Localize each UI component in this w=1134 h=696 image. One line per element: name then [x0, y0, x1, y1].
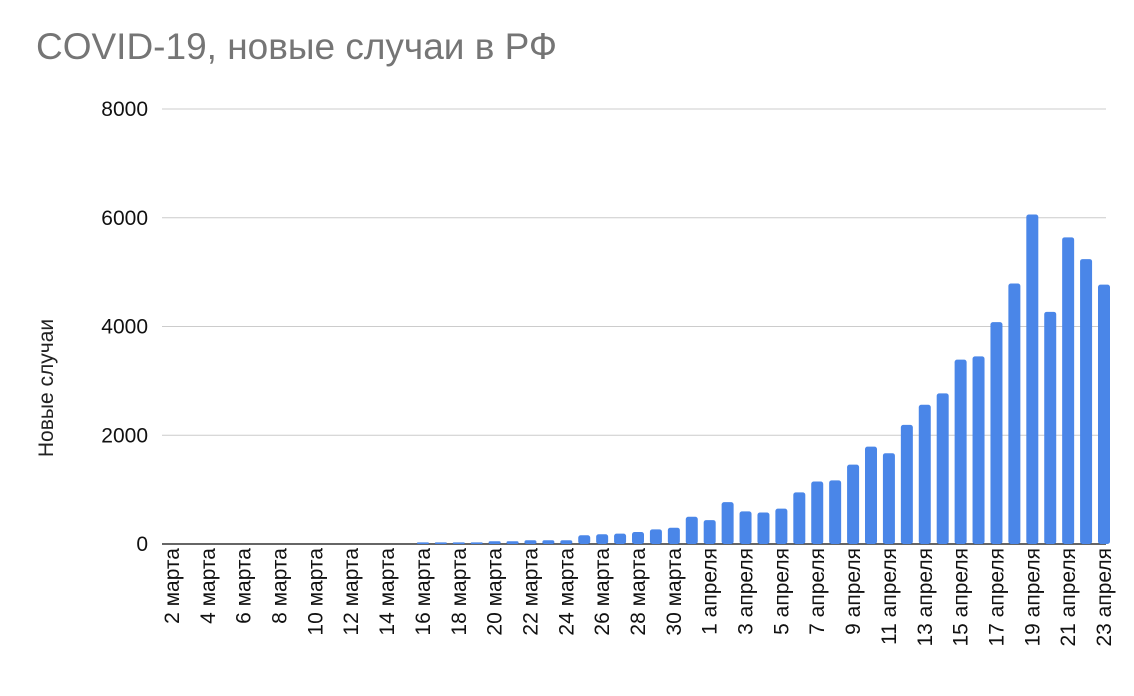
gridlines [162, 108, 1106, 545]
bar-22-апреля [1080, 259, 1093, 544]
x-tick-label: 4 марта [197, 548, 220, 624]
x-tick-label: 12 марта [340, 548, 363, 636]
x-tick-label: 21 апреля [1057, 548, 1080, 647]
x-tick-label: 1 апреля [699, 548, 722, 635]
y-tick-label: 8000 [101, 98, 148, 121]
bar-21-апреля [1062, 237, 1075, 544]
x-tick-label: 14 марта [376, 548, 399, 636]
y-axis-ticks: 0 2000 4000 6000 8000 [101, 98, 148, 556]
bar-27-марта [614, 533, 627, 544]
bar-10-апреля [865, 446, 877, 544]
bar-15-апреля [954, 359, 967, 544]
x-tick-label: 3 апреля [735, 548, 758, 635]
x-tick-label: 10 марта [304, 548, 327, 636]
bar-20-апреля [1044, 311, 1057, 544]
x-tick-label: 8 марта [269, 548, 292, 624]
x-tick-label: 30 марта [663, 548, 686, 636]
bar-28-марта [632, 532, 644, 544]
bar-18-марта [452, 542, 465, 544]
x-tick-label: 7 апреля [806, 548, 829, 635]
x-tick-label: 24 марта [555, 548, 578, 636]
bar-30-марта [667, 527, 680, 544]
x-tick-label: 16 марта [412, 548, 435, 636]
bar-21-марта [506, 541, 519, 544]
y-tick-label: 2000 [101, 424, 148, 447]
bar-3-апреля [739, 511, 752, 545]
bar-25-марта [578, 535, 591, 544]
bar-9-апреля [847, 464, 860, 544]
bar-1-апреля [703, 520, 716, 544]
bar-4-апреля [757, 512, 770, 544]
x-tick-label: 23 апреля [1093, 548, 1116, 647]
bar-26-марта [596, 534, 609, 544]
x-tick-label: 17 апреля [985, 548, 1008, 647]
x-tick-label: 11 апреля [878, 548, 901, 645]
x-tick-label: 18 марта [448, 548, 471, 636]
bar-6-апреля [793, 492, 806, 544]
x-tick-label: 6 марта [233, 548, 256, 624]
bar-5-апреля [775, 508, 788, 544]
bar-16-марта [416, 542, 429, 544]
x-tick-label: 13 апреля [914, 548, 937, 647]
bar-16-апреля [972, 356, 985, 544]
x-tick-label: 20 марта [484, 548, 507, 636]
bar-11-апреля [882, 453, 895, 544]
bar-12-апреля [900, 424, 913, 544]
bar-23-марта [542, 540, 555, 544]
x-tick-label: 5 апреля [770, 548, 793, 635]
bar-7-апреля [811, 481, 824, 544]
chart-title: COVID-19, новые случаи в РФ [36, 26, 558, 67]
bar-22-марта [524, 540, 537, 544]
y-tick-label: 6000 [101, 207, 148, 230]
bar-8-апреля [829, 480, 842, 544]
y-tick-label: 4000 [101, 316, 148, 339]
bar-19-апреля [1026, 214, 1039, 545]
bar-24-марта [560, 540, 573, 544]
bar-20-марта [488, 541, 501, 544]
bars [416, 214, 1110, 545]
x-tick-label: 19 апреля [1021, 548, 1044, 647]
bar-31-марта [685, 516, 698, 544]
x-axis-ticks: 2 марта 4 марта 6 марта 8 марта 10 марта 12 м… [161, 548, 1116, 647]
x-tick-label: 22 марта [519, 548, 542, 636]
bar-2-апреля [721, 502, 734, 544]
bar-19-марта [470, 542, 483, 544]
bar-23-апреля [1098, 284, 1110, 544]
bar-18-апреля [1008, 283, 1021, 544]
x-tick-label: 26 марта [591, 548, 614, 636]
x-tick-label: 28 марта [627, 548, 650, 636]
bar-17-марта [434, 542, 447, 544]
x-tick-label: 2 марта [161, 548, 184, 624]
bar-29-марта [649, 529, 662, 544]
bar-17-апреля [990, 322, 1003, 544]
x-tick-label: 9 апреля [842, 548, 865, 635]
bar-14-апреля [936, 393, 949, 544]
bar-13-апреля [918, 404, 931, 544]
y-tick-label: 0 [136, 533, 148, 556]
x-tick-label: 15 апреля [950, 548, 973, 647]
